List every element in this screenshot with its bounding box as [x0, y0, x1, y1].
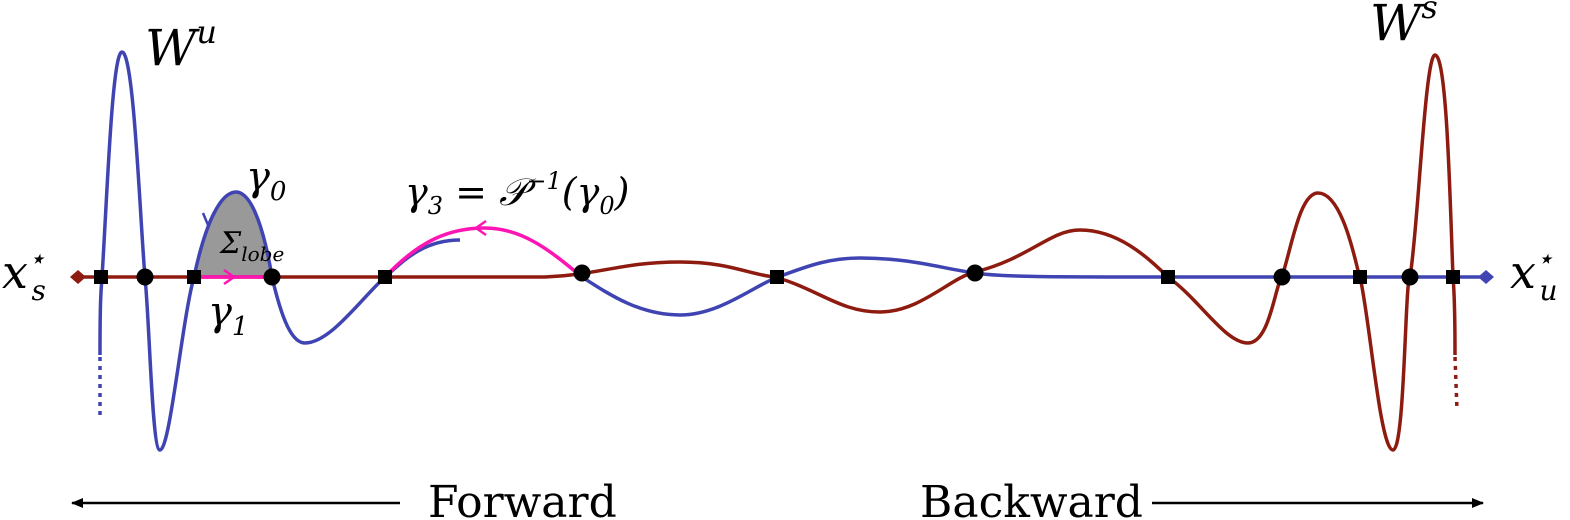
- square-point: [1161, 270, 1175, 284]
- circle-point: [966, 264, 984, 282]
- gamma0-direction-icon: [201, 211, 216, 229]
- stable-manifold-label: Ws: [1370, 0, 1438, 52]
- stable-manifold-curve: [78, 53, 1457, 452]
- gamma1-label: γ1: [208, 289, 248, 342]
- gamma1-direction-icon: [223, 268, 237, 286]
- left-fixed-point-diamond: [70, 270, 86, 284]
- circle-point: [263, 268, 281, 286]
- gamma3-direction-icon: [473, 219, 487, 237]
- square-point: [1446, 270, 1460, 284]
- right-fixed-point-label: x⋆ u: [1510, 242, 1558, 307]
- circle-point: [1273, 268, 1291, 286]
- gamma3-label: γ3 = 𝒫−1(γ0): [405, 167, 629, 220]
- circle-point: [136, 268, 154, 286]
- square-points: [94, 270, 1460, 284]
- lobe-label: Σlobe: [219, 226, 284, 266]
- unstable-manifold-curve: [98, 50, 1490, 452]
- circle-point: [1401, 268, 1419, 286]
- backward-label: Backward: [920, 477, 1143, 520]
- square-point: [378, 270, 392, 284]
- square-point: [1353, 270, 1367, 284]
- circle-points: [136, 264, 1419, 286]
- unstable-manifold-label: Wu: [145, 13, 217, 77]
- right-fixed-point-diamond: [1478, 270, 1494, 284]
- stable-manifold-dashed-tail: [1453, 356, 1459, 411]
- square-point: [770, 270, 784, 284]
- square-point: [94, 270, 108, 284]
- gamma3-curve: [383, 226, 584, 279]
- gamma0-label: γ0: [246, 154, 286, 207]
- forward-label: Forward: [428, 477, 617, 520]
- left-fixed-point-label: x⋆ s: [2, 242, 46, 307]
- lobe-region: [194, 192, 272, 277]
- square-point: [187, 270, 201, 284]
- circle-point: [573, 264, 591, 282]
